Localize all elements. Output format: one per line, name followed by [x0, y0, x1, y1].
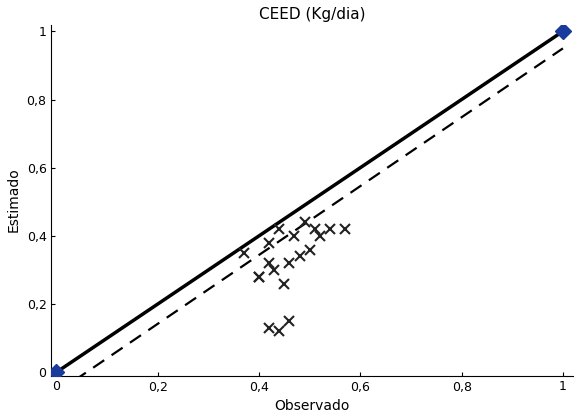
Title: CEED (Kg/dia): CEED (Kg/dia) [259, 7, 365, 22]
Y-axis label: Estimado: Estimado [7, 168, 21, 232]
X-axis label: Observado: Observado [274, 399, 350, 413]
